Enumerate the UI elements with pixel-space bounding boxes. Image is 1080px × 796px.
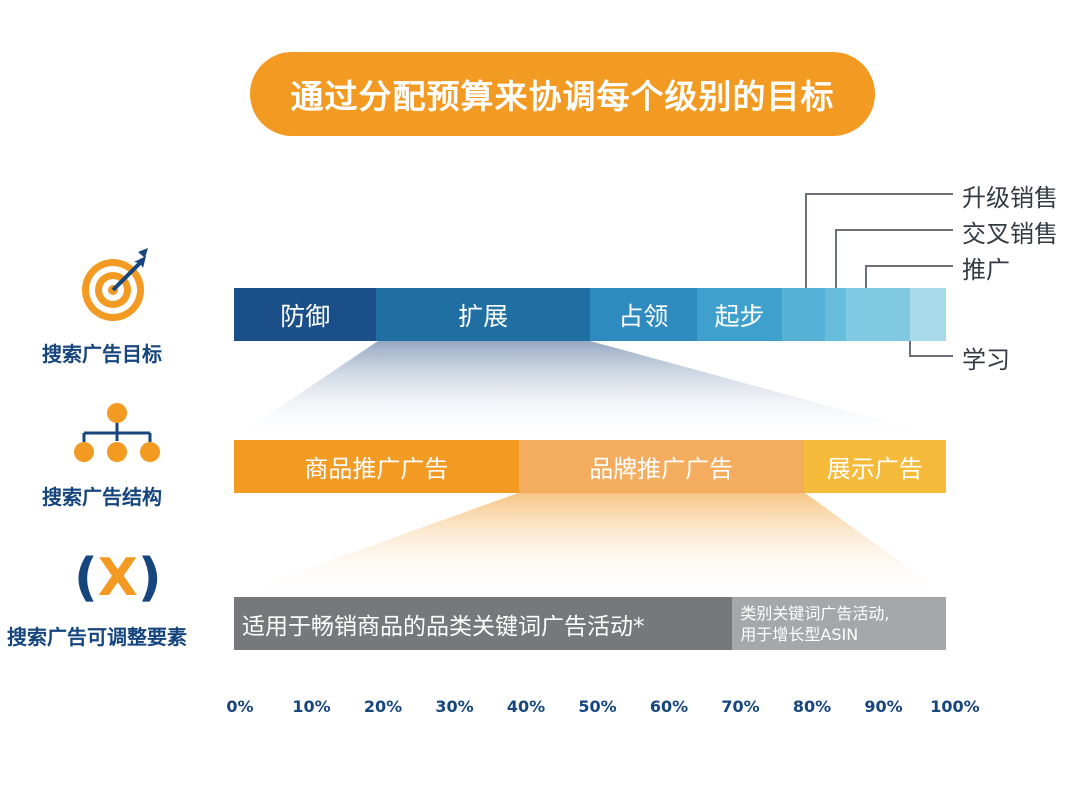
callout-line-crosssell: [835, 229, 953, 288]
goal-segment-label: 防御: [280, 301, 331, 331]
adjust-segment-line1: 类别关键词广告活动,: [740, 603, 890, 623]
structure-segment-label: 商品推广广告: [304, 455, 449, 483]
goal-segment-launch: 起步: [696, 288, 783, 341]
expand-funnel: [234, 341, 946, 438]
goal-segment-defend: 防御: [234, 288, 377, 341]
goal-segment-label: 扩展: [458, 301, 509, 331]
hierarchy-icon: [74, 403, 160, 462]
variable-x-icon: (X): [74, 548, 162, 608]
callout-line-promote: [865, 265, 953, 288]
goal-segment-expand: 扩展: [376, 288, 590, 341]
axis-tick-label: 40%: [506, 697, 546, 716]
axis-tick-label: 30%: [435, 697, 474, 716]
axis-tick-label: 20%: [363, 697, 403, 716]
label-ad-structure: 搜索广告结构: [42, 485, 162, 509]
adjust-segment-label: 适用于畅销商品的品类关键词广告活动*: [242, 613, 645, 640]
target-icon: [82, 248, 148, 321]
close-paren: ): [137, 548, 162, 608]
goal-segment-learn: [910, 288, 946, 341]
label-ad-goals: 搜索广告目标: [42, 342, 162, 366]
goal-segment-capture: 占领: [590, 288, 697, 341]
callout-learn: 学习: [962, 346, 1010, 374]
label-ad-adjustable-elements: 搜索广告可调整要素: [7, 625, 187, 649]
goal-segment-crosssell: [824, 288, 847, 341]
structure-segment-label: 展示广告: [826, 455, 923, 483]
axis-tick-label: 100%: [930, 697, 980, 716]
page-title: 通过分配预算来协调每个级别的目标: [250, 52, 875, 136]
axis-tick-label: 70%: [721, 697, 760, 716]
adjust-segment-bestseller-campaigns: 适用于畅销商品的品类关键词广告活动*: [234, 597, 733, 650]
product-ads-funnel: [234, 493, 946, 595]
axis-tick-label: 80%: [792, 697, 832, 716]
goal-segment-upsell: [782, 288, 825, 341]
axis-tick-label: 50%: [578, 697, 617, 716]
goal-segment-label: 占领: [618, 301, 669, 331]
callout-crosssell: 交叉销售: [962, 220, 1058, 248]
structure-segment-sponsored-brands: 品牌推广广告: [518, 440, 804, 493]
callout-line-learn: [909, 341, 953, 357]
axis-tick-label: 90%: [864, 697, 903, 716]
adjust-segment-line2: 用于增长型ASIN: [740, 624, 859, 644]
callout-promote: 推广: [962, 256, 1010, 284]
structure-segment-sponsored-products: 商品推广广告: [234, 440, 519, 493]
callout-line-upsell: [805, 193, 953, 288]
goal-segment-promote: [846, 288, 911, 341]
callout-upsell: 升级销售: [962, 184, 1058, 212]
axis-tick-label: 60%: [649, 697, 689, 716]
goal-segment-label: 起步: [714, 301, 765, 331]
structure-segment-label: 品牌推广广告: [589, 455, 734, 483]
axis-tick-label: 0%: [226, 697, 254, 716]
adjust-segment-growth-asin-campaigns: 类别关键词广告活动, 用于增长型ASIN: [732, 597, 946, 650]
structure-segment-sponsored-display: 展示广告: [803, 440, 946, 493]
axis-tick-label: 10%: [292, 697, 331, 716]
open-paren: (: [74, 548, 98, 608]
x-letter: X: [97, 548, 138, 608]
